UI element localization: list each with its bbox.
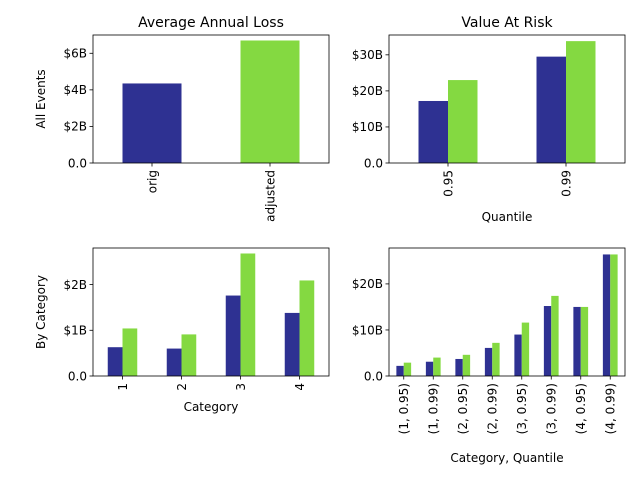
bar-adjusted: [240, 40, 300, 163]
bar-series-1-3: [455, 358, 463, 376]
chart-title: Average Annual Loss: [138, 15, 284, 31]
y-tick-label: $20B: [352, 84, 383, 98]
bar-series-2-1: [448, 80, 478, 163]
x-tick-label: (3, 0.99): [545, 383, 559, 434]
x-axis-label: Category, Quantile: [450, 451, 563, 465]
bar-series-2-3: [240, 253, 256, 376]
bar-series-1-4: [484, 347, 493, 376]
x-tick-label: (2, 0.99): [486, 383, 500, 434]
y-tick-label: $10B: [352, 120, 383, 134]
chart-average-annual-loss: 0.0 $2B $4B $6B orig adjusted Average Annual L…: [34, 15, 330, 222]
y-tick-label: $1B: [63, 324, 87, 338]
x-tick-label: 2: [175, 383, 189, 391]
bar-series-1-5: [514, 334, 522, 376]
x-tick-label: (4, 0.99): [604, 383, 618, 434]
plot-frame: [92, 247, 330, 377]
x-tick-label: 1: [116, 383, 130, 391]
bar-series-1-2: [166, 348, 182, 376]
x-tick-label: adjusted: [263, 170, 277, 222]
chart-var-by-category-quantile: 0.0 $10B $20B (1, 0.95) (1, 0.99) (2, 0.95) (2…: [352, 247, 626, 465]
y-tick-label: 0.0: [364, 156, 383, 170]
plot-frame: [92, 34, 330, 164]
bar-series-1-1: [396, 365, 404, 376]
y-tick-label: $10B: [352, 323, 383, 337]
x-tick-label: (4, 0.95): [574, 383, 588, 434]
bar-orig: [122, 83, 182, 163]
chart-value-at-risk: 0.0 $10B $20B $30B 0.95 0.99 Value At Risk Quan…: [352, 15, 626, 224]
x-axis-label: Quantile: [482, 210, 533, 224]
x-tick-label: orig: [145, 170, 159, 193]
y-tick-label: 0.0: [68, 369, 87, 383]
y-tick-label: $20B: [352, 277, 383, 291]
bar-series-2-6: [551, 295, 559, 376]
bar-series-2-8: [610, 254, 618, 376]
y-axis-label: By Category: [34, 275, 48, 349]
y-tick-label: $6B: [63, 47, 87, 61]
bar-series-2-1: [122, 328, 138, 376]
bar-series-2-7: [580, 306, 589, 376]
y-tick-label: $30B: [352, 48, 383, 62]
bar-series-1-2: [425, 361, 434, 376]
y-tick-label: 0.0: [68, 156, 87, 170]
y-tick-label: $4B: [63, 83, 87, 97]
bar-series-1-2: [536, 56, 566, 163]
x-tick-label: (2, 0.95): [456, 383, 470, 434]
bar-series-1-8: [602, 254, 611, 376]
x-tick-label: (1, 0.99): [427, 383, 441, 434]
chart-title: Value At Risk: [461, 15, 553, 31]
bar-series-2-5: [521, 322, 530, 376]
plot-frame: [388, 34, 626, 164]
y-axis-label: All Events: [34, 69, 48, 128]
x-tick-label: 3: [234, 383, 248, 391]
bar-series-1-3: [225, 295, 241, 376]
x-tick-label: 0.95: [441, 170, 455, 197]
x-tick-label: 4: [293, 383, 307, 391]
bar-series-2-4: [492, 342, 500, 376]
x-tick-label: 0.99: [559, 170, 573, 197]
bar-series-2-3: [462, 354, 471, 376]
x-tick-label: (3, 0.95): [515, 383, 529, 434]
chart-loss-by-category: 0.0 $1B $2B 1 2 3 4 Category By Category: [34, 247, 330, 414]
y-tick-label: $2B: [63, 120, 87, 134]
y-tick-label: 0.0: [364, 369, 383, 383]
bar-series-1-6: [543, 306, 552, 376]
bar-series-1-1: [418, 100, 448, 163]
bar-series-2-1: [403, 362, 412, 376]
x-axis-label: Category: [184, 400, 239, 414]
plot-frame: [388, 247, 626, 377]
bar-series-2-2: [566, 41, 596, 163]
bar-series-2-4: [299, 280, 315, 376]
bar-series-1-1: [107, 347, 123, 376]
bar-series-2-2: [433, 357, 441, 376]
bar-series-2-2: [181, 334, 197, 376]
bar-series-1-7: [573, 306, 581, 376]
bar-series-1-4: [284, 312, 300, 376]
x-tick-label: (1, 0.95): [397, 383, 411, 434]
y-tick-label: $2B: [63, 278, 87, 292]
